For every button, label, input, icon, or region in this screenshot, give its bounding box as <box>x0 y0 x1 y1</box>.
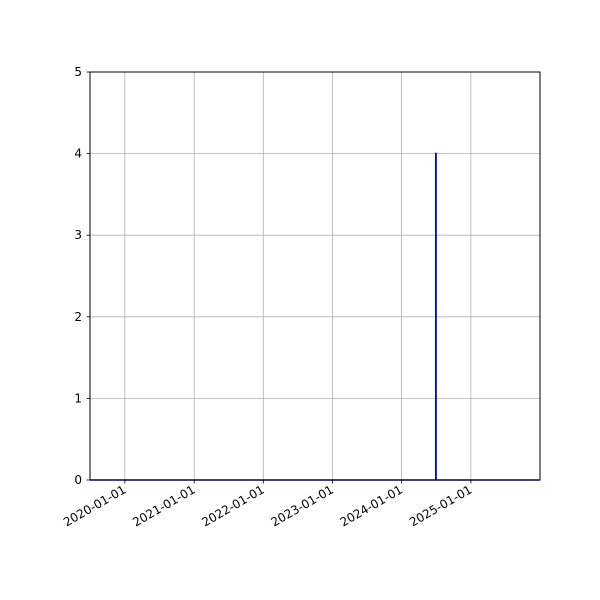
x-tick-label: 2024-01-01 <box>338 482 405 529</box>
y-tick-label: 0 <box>74 473 82 487</box>
y-tick-label: 5 <box>74 65 82 79</box>
x-tick-label: 2020-01-01 <box>61 482 128 529</box>
x-tick-label: 2023-01-01 <box>269 482 336 529</box>
y-tick-label: 2 <box>74 310 82 324</box>
grid <box>90 71 540 481</box>
y-axis: 0 1 2 3 4 5 <box>74 65 90 487</box>
plot-frame <box>89 71 541 481</box>
x-tick-label: 2021-01-01 <box>130 482 197 529</box>
x-tick-label: 2022-01-01 <box>199 482 266 529</box>
x-axis: 2020-01-01 2021-01-01 2022-01-01 2023-01-01… <box>61 480 474 529</box>
y-tick-label: 4 <box>74 147 82 161</box>
x-tick-label: 2025-01-01 <box>407 482 474 529</box>
y-tick-label: 3 <box>74 228 82 242</box>
y-tick-label: 1 <box>74 391 82 405</box>
